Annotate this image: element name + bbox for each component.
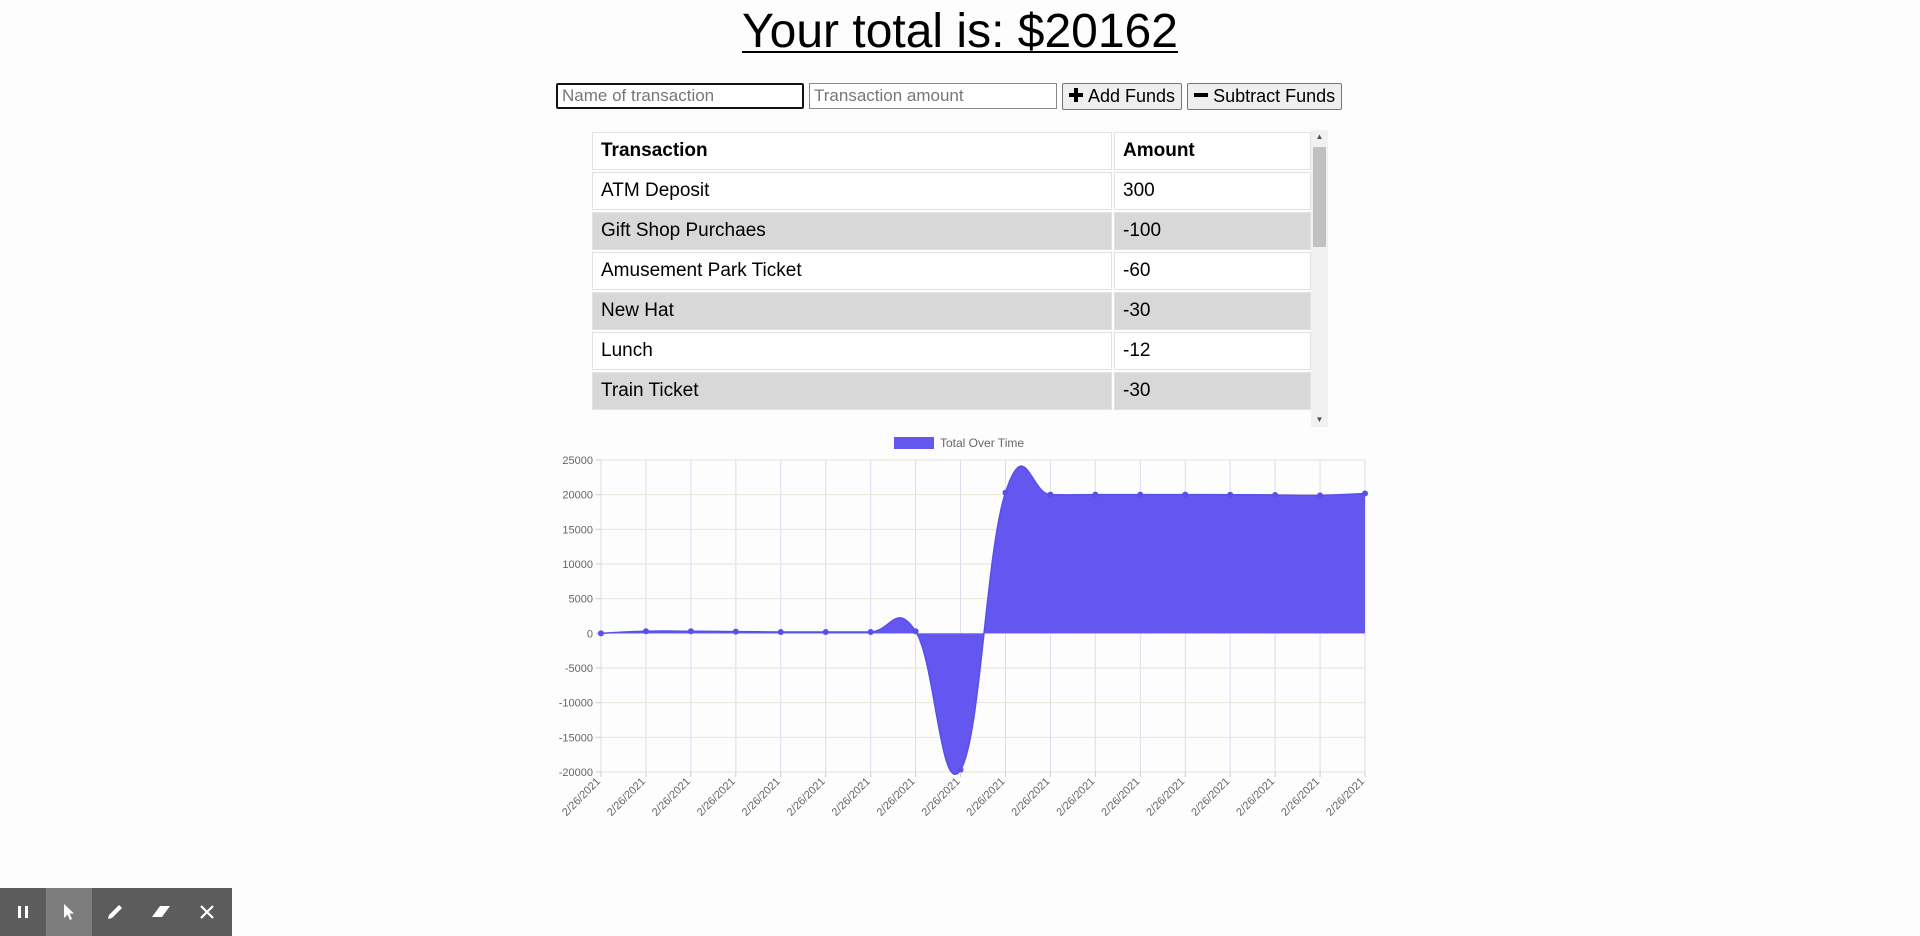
total-over-time-chart: 25000 20000 15000 10000 5000 0 -5000 -10000 -150…	[559, 436, 1368, 819]
x-tick-label: 2/26/2021	[830, 776, 873, 819]
header-amount: Amount	[1114, 132, 1311, 170]
transaction-name-cell: Amusement Park Ticket	[592, 252, 1112, 290]
data-point	[777, 628, 784, 635]
x-tick-label: 2/26/2021	[1009, 776, 1052, 819]
annotation-toolbar	[0, 888, 232, 936]
scroll-thumb[interactable]	[1313, 147, 1326, 247]
x-tick-label: 2/26/2021	[650, 776, 693, 819]
series-line	[600, 465, 1366, 775]
table-row: Lunch -12	[592, 332, 1311, 370]
total-label: Your total is: $	[742, 5, 1045, 58]
plus-icon	[1069, 86, 1083, 107]
data-point	[598, 630, 604, 637]
data-point	[1137, 491, 1144, 498]
data-point	[1047, 491, 1054, 498]
add-funds-label: Add Funds	[1088, 85, 1176, 106]
transaction-amount-cell: 300	[1114, 172, 1311, 210]
transaction-amount-cell: -30	[1114, 372, 1311, 410]
x-tick-label: 2/26/2021	[965, 776, 1008, 819]
x-tick-label: 2/26/2021	[560, 776, 603, 819]
y-tick-label: 10000	[562, 559, 593, 571]
table-row: Amusement Park Ticket -60	[592, 252, 1311, 290]
data-point	[687, 628, 694, 635]
transactions-table-container[interactable]: Transaction Amount ATM Deposit 300 Gift …	[590, 130, 1330, 427]
data-point	[1317, 492, 1324, 499]
data-point	[1182, 491, 1189, 498]
transaction-amount-input[interactable]	[809, 83, 1057, 109]
add-funds-button[interactable]: Add Funds	[1062, 82, 1183, 110]
subtract-funds-label: Subtract Funds	[1213, 85, 1336, 106]
header-transaction: Transaction	[592, 132, 1112, 170]
transaction-amount-cell: -12	[1114, 332, 1311, 370]
x-tick-label: 2/26/2021	[695, 776, 738, 819]
y-tick-label: -15000	[559, 732, 593, 744]
x-tick-label: 2/26/2021	[1234, 776, 1277, 819]
x-tick-label: 2/26/2021	[740, 776, 783, 819]
data-point	[1272, 491, 1279, 498]
x-tick-label: 2/26/2021	[875, 776, 918, 819]
x-tick-label: 2/26/2021	[605, 776, 648, 819]
transaction-amount-cell: -30	[1114, 292, 1311, 330]
scroll-down-arrow-icon[interactable]: ▼	[1315, 415, 1324, 424]
table-scrollbar[interactable]: ▲ ▼	[1311, 130, 1328, 427]
data-point	[1092, 491, 1099, 498]
table-header-row: Transaction Amount	[592, 132, 1311, 170]
total-value: 20162	[1044, 5, 1178, 58]
x-tick-label: 2/26/2021	[1144, 776, 1187, 819]
transaction-form: Add Funds Subtract Funds	[556, 82, 1347, 110]
area-fill	[601, 466, 1365, 775]
transaction-name-cell: Train Ticket	[592, 372, 1112, 410]
pause-icon[interactable]	[0, 888, 46, 936]
y-tick-label: 15000	[562, 524, 593, 536]
pointer-icon[interactable]	[46, 888, 92, 936]
x-tick-label: 2/26/2021	[1189, 776, 1232, 819]
transactions-table: Transaction Amount ATM Deposit 300 Gift …	[590, 130, 1313, 412]
y-tick-label: -10000	[559, 698, 593, 710]
x-tick-label: 2/26/2021	[1099, 776, 1142, 819]
transaction-name-cell: Lunch	[592, 332, 1112, 370]
total-heading: Your total is: $20162	[0, 4, 1920, 59]
data-point	[642, 628, 649, 635]
legend-label: Total Over Time	[940, 436, 1024, 450]
x-tick-label: 2/26/2021	[785, 776, 828, 819]
y-tick-label: -20000	[559, 767, 593, 779]
y-tick-label: 20000	[562, 490, 593, 502]
y-tick-label: 25000	[562, 455, 593, 467]
data-point	[1227, 491, 1234, 498]
y-tick-label: 0	[587, 628, 593, 640]
transaction-amount-cell: -60	[1114, 252, 1311, 290]
eraser-icon[interactable]	[138, 888, 184, 936]
x-tick-label: 2/26/2021	[1324, 776, 1367, 819]
x-tick-label: 2/26/2021	[1279, 776, 1322, 819]
legend-swatch	[894, 437, 934, 449]
table-row: New Hat -30	[592, 292, 1311, 330]
scroll-up-arrow-icon[interactable]: ▲	[1315, 132, 1324, 141]
minus-icon	[1194, 86, 1209, 107]
transaction-name-cell: Gift Shop Purchaes	[592, 212, 1112, 250]
transaction-name-input[interactable]	[556, 83, 804, 109]
transaction-name-cell: New Hat	[592, 292, 1112, 330]
data-point	[1362, 490, 1368, 497]
data-point	[822, 628, 829, 635]
data-point	[1002, 489, 1009, 496]
table-row: Gift Shop Purchaes -100	[592, 212, 1311, 250]
transaction-amount-cell: -100	[1114, 212, 1311, 250]
transaction-name-cell: ATM Deposit	[592, 172, 1112, 210]
data-point	[867, 628, 874, 635]
y-tick-label: -5000	[565, 663, 593, 675]
data-point	[912, 628, 919, 635]
x-tick-label: 2/26/2021	[1054, 776, 1097, 819]
subtract-funds-button[interactable]: Subtract Funds	[1187, 82, 1343, 110]
data-point	[732, 628, 739, 635]
table-row: Train Ticket -30	[592, 372, 1311, 410]
data-point	[957, 766, 964, 773]
y-tick-label: 5000	[569, 594, 593, 606]
x-tick-label: 2/26/2021	[920, 776, 963, 819]
pen-icon[interactable]	[92, 888, 138, 936]
table-row: ATM Deposit 300	[592, 172, 1311, 210]
close-icon[interactable]	[184, 888, 230, 936]
